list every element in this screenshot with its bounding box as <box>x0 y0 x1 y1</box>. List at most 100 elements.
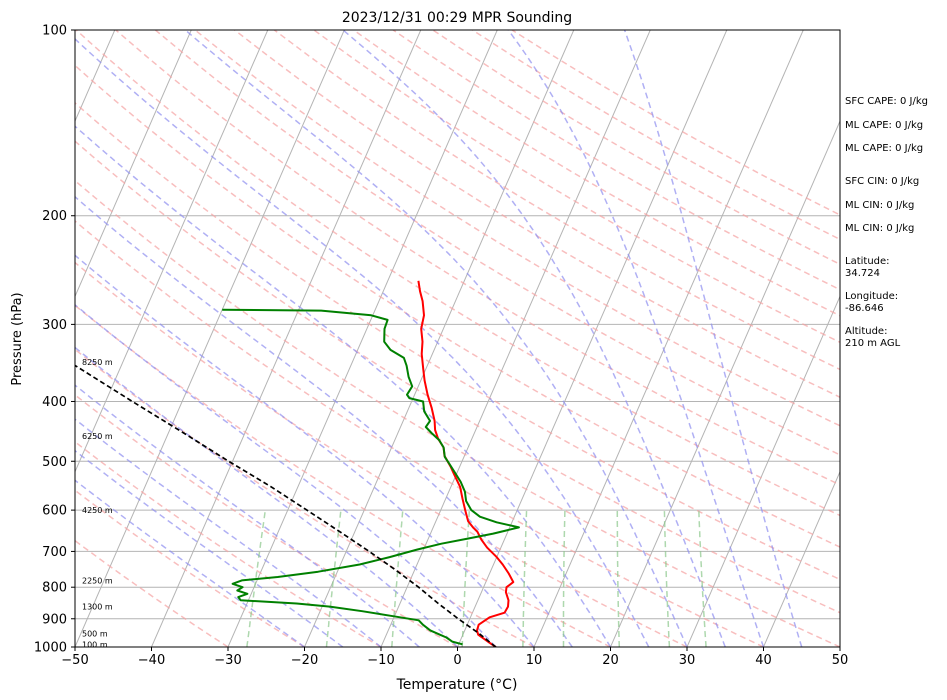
x-axis-label: Temperature (°C) <box>396 677 518 693</box>
mixing-ratio-line <box>698 510 707 647</box>
height-label: 500 m <box>82 629 108 638</box>
moist-adiabat-line <box>507 30 765 647</box>
moist-adiabat-line <box>75 384 420 647</box>
moist-adiabat-line <box>75 303 497 647</box>
sounding-parameter-text: ML CIN: 0 J/kg <box>845 200 914 211</box>
y-tick-label: 500 <box>42 455 67 470</box>
dry-adiabat-line <box>353 30 840 317</box>
x-tick-label: −50 <box>61 653 88 668</box>
isotherm-line <box>75 30 192 298</box>
moist-adiabat-line <box>75 125 612 647</box>
isotherm-line <box>610 119 840 647</box>
sounding-parameter-text: SFC CIN: 0 J/kg <box>845 176 919 187</box>
dry-adiabat-line <box>115 30 840 486</box>
sounding-parameter-text: SFC CAPE: 0 J/kg <box>845 96 928 107</box>
x-tick-label: −10 <box>367 653 394 668</box>
x-tick-label: −40 <box>138 653 165 668</box>
sounding-parameter-text: ML CIN: 0 J/kg <box>845 223 914 234</box>
plot-frame <box>74 29 841 648</box>
sounding-parameter-text: 210 m AGL <box>845 338 901 349</box>
y-tick-label: 300 <box>42 318 67 333</box>
x-tick-label: 20 <box>602 653 619 668</box>
height-label: 100 m <box>82 640 108 649</box>
moist-adiabat-line <box>75 254 535 647</box>
dry-adiabat-line <box>75 440 382 647</box>
mixing-ratio-line <box>391 510 404 647</box>
height-label: 6250 m <box>82 432 113 441</box>
dry-adiabat-line <box>75 64 840 548</box>
x-axis: −50 −40 −30 −20 −10 0 10 20 30 40 50 <box>61 647 848 668</box>
x-tick-label: 10 <box>526 653 543 668</box>
mixing-ratio-line <box>522 510 528 647</box>
x-tick-label: −20 <box>291 653 318 668</box>
x-tick-label: −30 <box>214 653 241 668</box>
parcel-profile <box>75 364 497 647</box>
isotherm-line <box>75 30 269 473</box>
dry-adiabat-line <box>75 261 688 647</box>
moist-adiabat-line <box>623 30 803 647</box>
y-tick-label: 100 <box>42 24 67 39</box>
y-tick-label: 400 <box>42 395 67 410</box>
sounding-parameter-text: Longitude: <box>845 291 898 302</box>
sounding-parameter-text: ML CAPE: 0 J/kg <box>845 143 923 154</box>
isotherm-line <box>380 30 651 647</box>
y-tick-label: 700 <box>42 545 67 560</box>
y-tick-label: 1000 <box>34 641 67 656</box>
height-label: 1300 m <box>82 603 113 612</box>
background-lines <box>75 30 840 647</box>
temperature-profile <box>417 280 515 647</box>
dry-adiabat-line <box>313 30 840 344</box>
mixing-ratio-line <box>246 509 267 647</box>
height-labels: 100 m 500 m 1300 m 2250 m 4250 m 6250 m 8250 m <box>82 358 113 649</box>
y-tick-label: 800 <box>42 581 67 596</box>
sounding-parameter-text: -86.646 <box>845 303 884 314</box>
isotherm-line <box>457 30 728 647</box>
height-label: 2250 m <box>82 576 113 585</box>
sounding-parameter-text: 34.724 <box>845 268 880 279</box>
dry-adiabat-line <box>75 304 611 647</box>
dry-adiabat-line <box>75 393 458 647</box>
height-label: 4250 m <box>82 506 113 515</box>
dewpoint-profile <box>222 308 520 646</box>
x-tick-label: 0 <box>453 653 461 668</box>
y-axis: 100 200 300 400 500 600 700 800 900 1000 <box>34 24 75 656</box>
isotherm-line <box>151 30 422 647</box>
isotherm-line <box>763 470 840 647</box>
x-tick-label: 50 <box>832 653 849 668</box>
moist-adiabat-line <box>75 195 573 647</box>
dry-adiabat-line <box>75 348 535 647</box>
sounding-parameter-text: Latitude: <box>845 256 890 267</box>
dry-adiabat-line <box>75 140 840 614</box>
dry-adiabat-line <box>75 220 764 647</box>
moist-adiabat-line <box>75 479 305 647</box>
moist-adiabat-line <box>75 37 650 647</box>
series-layer <box>75 280 520 647</box>
dry-adiabat-line <box>75 101 840 581</box>
dry-adiabat-line <box>75 489 305 647</box>
sounding-parameters: SFC CAPE: 0 J/kg ML CAPE: 0 J/kg ML CAPE: … <box>845 96 928 349</box>
y-tick-label: 200 <box>42 209 67 224</box>
mixing-ratio-line <box>616 510 621 647</box>
x-tick-label: 30 <box>679 653 696 668</box>
y-tick-label: 600 <box>42 504 67 519</box>
dry-adiabat-line <box>194 30 840 427</box>
dry-adiabat-line <box>75 539 229 647</box>
x-tick-label: 40 <box>755 653 772 668</box>
sounding-parameter-text: Altitude: <box>845 326 887 337</box>
moist-adiabat-line <box>75 418 382 647</box>
chart-title: 2023/12/31 00:29 MPR Sounding <box>342 10 572 26</box>
y-tick-label: 900 <box>42 612 67 627</box>
isotherm-line <box>227 30 498 647</box>
mixing-ratio-line <box>325 510 342 647</box>
isotherm-line <box>304 30 575 647</box>
dry-adiabat-line <box>154 30 840 456</box>
dry-adiabat-line <box>75 179 840 647</box>
dry-adiabat-line <box>75 30 840 517</box>
moist-adiabat-line <box>184 30 688 647</box>
moist-adiabat-line <box>75 346 459 647</box>
moist-adiabat-line <box>342 30 726 647</box>
y-axis-label: Pressure (hPa) <box>10 292 25 385</box>
sounding-parameter-text: ML CAPE: 0 J/kg <box>845 120 923 131</box>
height-label: 8250 m <box>82 358 113 367</box>
